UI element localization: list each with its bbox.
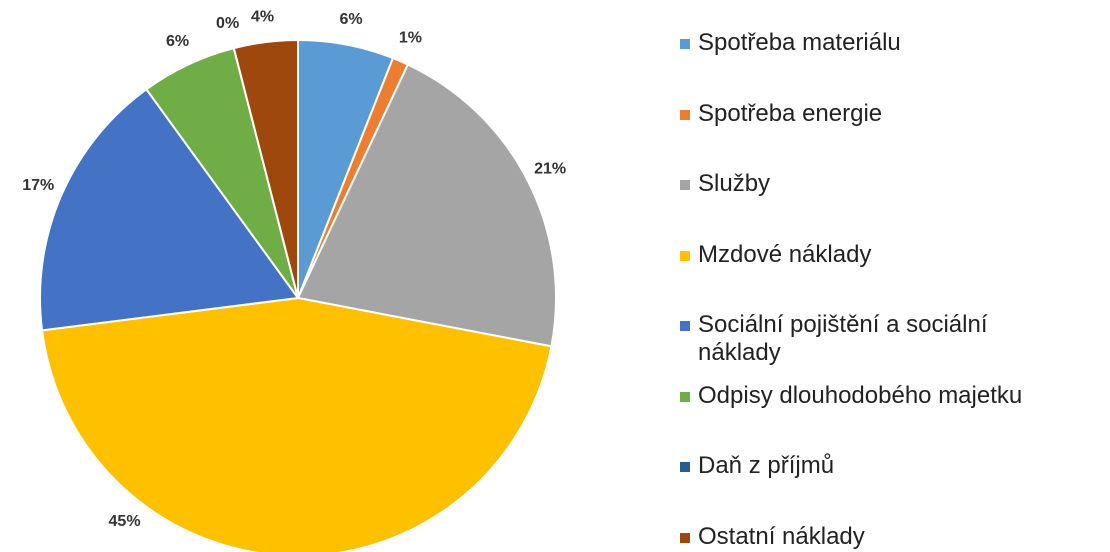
legend: Spotřeba materiálu Spotřeba energie Služby… xyxy=(680,0,1100,552)
legend-item: Spotřeba materiálu xyxy=(680,29,1100,57)
pie-slice xyxy=(232,38,299,299)
pie-slice xyxy=(40,296,553,552)
legend-label: Spotřeba materiálu xyxy=(698,29,901,56)
pie-slice xyxy=(39,87,300,332)
data-label: 17% xyxy=(22,177,54,194)
legend-item: Spotřeba energie xyxy=(680,100,1100,128)
legend-item: Ostatní náklady xyxy=(680,523,1100,551)
legend-swatch xyxy=(680,180,690,190)
legend-item: Odpisy dlouhodobého majetku xyxy=(680,382,1100,410)
data-label: 6% xyxy=(166,33,189,50)
data-label: 45% xyxy=(109,513,141,530)
legend-label: Mzdové náklady xyxy=(698,240,872,268)
legend-item: Mzdové náklady xyxy=(680,241,1100,269)
legend-label: Služby xyxy=(698,170,771,197)
pie-area: 6% 1% 21% 45% 17% 6% 0% 4% xyxy=(22,8,566,552)
legend-swatch xyxy=(680,462,690,472)
legend-label: Odpisy dlouhodobého majetku xyxy=(698,381,1023,409)
legend-label: Ostatní náklady xyxy=(698,522,865,550)
data-label: 0% xyxy=(216,15,239,32)
pie-slice xyxy=(296,63,557,348)
legend-swatch xyxy=(680,321,690,331)
legend-item: Služby xyxy=(680,170,1100,198)
legend-label: Spotřeba energie xyxy=(698,99,883,127)
data-label: 6% xyxy=(339,11,362,28)
legend-item: Sociální pojištění a sociální náklady xyxy=(680,311,1100,367)
legend-swatch xyxy=(680,391,690,402)
legend-swatch xyxy=(680,532,690,543)
legend-swatch xyxy=(680,250,690,261)
legend-label: Sociální pojištění a sociální náklady xyxy=(698,311,988,366)
data-label: 4% xyxy=(251,8,274,25)
data-label: 1% xyxy=(399,29,422,46)
legend-swatch xyxy=(680,39,690,49)
data-label: 21% xyxy=(534,161,566,178)
legend-item: Daň z příjmů xyxy=(680,452,1100,480)
legend-swatch xyxy=(680,109,690,120)
legend-label: Daň z příjmů xyxy=(698,452,835,479)
